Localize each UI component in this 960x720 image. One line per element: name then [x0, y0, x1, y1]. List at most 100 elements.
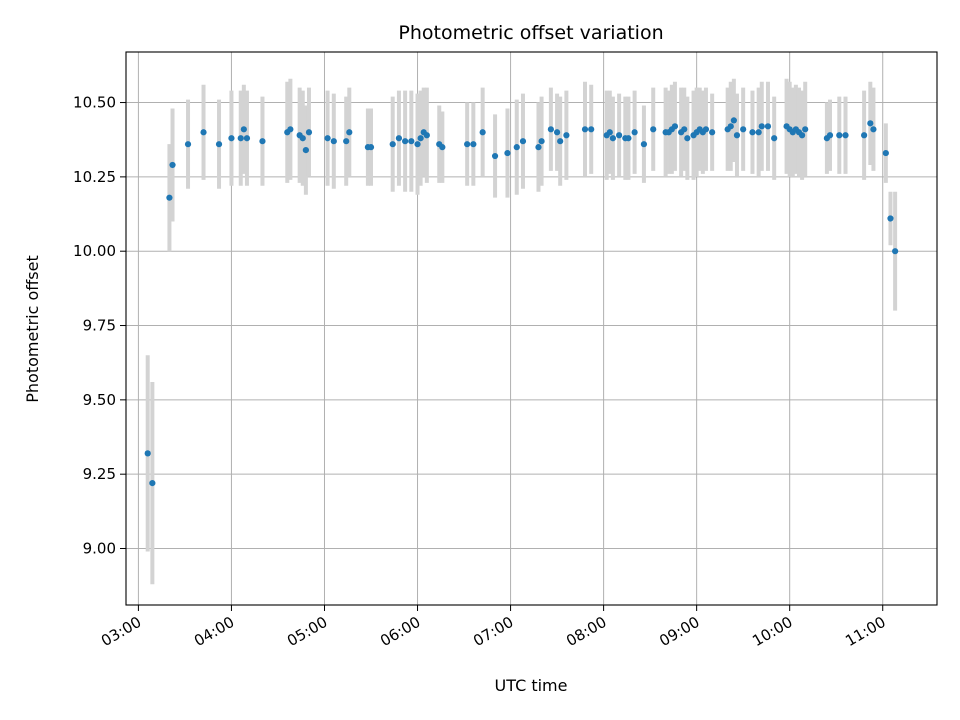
data-point [671, 123, 679, 130]
data-point [287, 126, 294, 133]
data-point [771, 135, 778, 142]
data-point [408, 138, 415, 145]
x-tick-label: 08:00 [563, 613, 609, 650]
error-bars [145, 78, 898, 585]
data-point [417, 135, 424, 142]
data-point [169, 161, 176, 169]
data-point [538, 138, 545, 145]
data-point [423, 132, 430, 139]
y-tick-label: 9.50 [83, 391, 116, 409]
data-point [504, 149, 511, 157]
data-point [414, 141, 421, 148]
data-point [798, 132, 806, 139]
data-point [330, 138, 337, 145]
data-point [702, 126, 710, 133]
data-point [758, 123, 765, 130]
data-point [836, 132, 843, 139]
data-point [867, 120, 874, 127]
y-axis-title: Photometric offset [23, 255, 42, 403]
data-point [861, 132, 868, 139]
data-point [727, 123, 734, 130]
x-tick-label: 07:00 [470, 613, 516, 650]
data-point [464, 141, 471, 148]
data-point [184, 141, 192, 148]
x-tick-label: 09:00 [656, 613, 702, 650]
data-point [200, 129, 207, 136]
data-point [237, 135, 244, 142]
data-point [557, 138, 564, 145]
y-tick-label: 9.25 [83, 465, 116, 483]
y-axis-ticks: 9.00 9.25 9.50 9.75 10.00 10.25 10.50 [73, 94, 126, 558]
data-point [606, 129, 613, 136]
data-point [479, 129, 486, 136]
data-point [395, 135, 403, 142]
x-tick-label: 11:00 [842, 613, 888, 650]
x-tick-label: 04:00 [191, 613, 237, 650]
data-point [887, 215, 894, 222]
data-point [470, 141, 477, 148]
data-point [299, 135, 306, 142]
data-point [764, 123, 772, 130]
data-point [749, 129, 756, 136]
data-point [588, 126, 595, 133]
data-point [826, 132, 834, 139]
y-tick-label: 9.00 [83, 540, 116, 558]
data-point [609, 135, 617, 142]
x-tick-label: 10:00 [749, 613, 795, 650]
data-point [535, 144, 542, 151]
data-point [740, 126, 747, 133]
x-tick-label: 03:00 [98, 613, 144, 650]
data-point [491, 152, 499, 160]
data-point [547, 126, 554, 133]
x-tick-label: 06:00 [377, 613, 423, 650]
data-point [367, 144, 375, 151]
data-point [305, 129, 313, 136]
data-point [733, 132, 741, 139]
data-point [581, 126, 589, 133]
data-point [324, 135, 331, 142]
data-point [144, 450, 151, 457]
data-point [882, 149, 889, 157]
data-point [259, 138, 266, 145]
data-points [144, 117, 899, 487]
data-point [681, 126, 688, 133]
data-point [166, 194, 173, 201]
data-point [513, 144, 520, 151]
x-axis-ticks: 03:00 04:00 05:00 06:00 07:00 08:00 09:00 10:00… [98, 605, 889, 650]
grid [126, 52, 937, 605]
y-tick-label: 10.00 [73, 242, 116, 260]
data-point [215, 141, 223, 148]
data-point [625, 135, 632, 142]
data-point [149, 480, 156, 487]
data-point [343, 138, 350, 145]
x-axis-title: UTC time [495, 676, 568, 695]
data-point [616, 132, 623, 139]
data-point [228, 135, 235, 142]
data-point [650, 126, 657, 133]
data-point [802, 126, 809, 133]
data-point [892, 248, 899, 255]
plot-frame [125, 51, 938, 606]
x-tick-label: 05:00 [284, 613, 330, 650]
data-point [402, 138, 409, 145]
y-tick-label: 10.25 [73, 168, 116, 186]
data-point [243, 135, 251, 142]
data-point [640, 141, 648, 148]
data-point [519, 138, 527, 145]
data-point [553, 129, 561, 136]
chart-title: Photometric offset variation [398, 22, 663, 44]
data-point [730, 117, 737, 124]
y-tick-label: 9.75 [83, 317, 116, 335]
data-point [684, 135, 691, 142]
data-point [870, 126, 877, 133]
data-point [709, 129, 716, 136]
data-point [631, 129, 638, 136]
data-point [240, 126, 247, 133]
data-point [302, 147, 309, 154]
data-point [842, 132, 849, 139]
data-point [346, 129, 353, 136]
data-point [755, 129, 762, 136]
y-tick-label: 10.50 [73, 94, 116, 112]
data-point [439, 144, 446, 151]
